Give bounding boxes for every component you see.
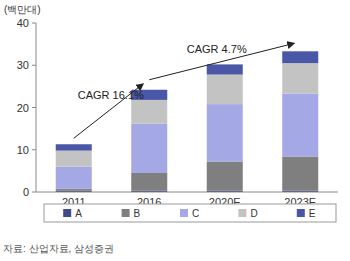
legend-swatch	[238, 209, 246, 217]
y-tick-label: 20	[17, 102, 29, 114]
bar-segment	[207, 104, 243, 161]
bar-segment	[131, 173, 167, 191]
bar-segment	[131, 100, 167, 124]
bar-segment	[56, 167, 92, 189]
bar-segment	[56, 144, 92, 150]
legend-label: B	[134, 208, 141, 219]
bar-segment	[282, 51, 318, 63]
bars	[56, 51, 319, 192]
y-tick-label: 0	[23, 186, 29, 198]
bar-segment	[282, 94, 318, 157]
y-tick	[32, 149, 36, 150]
x-axis	[36, 192, 338, 193]
bar-segment	[282, 157, 318, 191]
bar-segment	[207, 75, 243, 105]
bar-segment	[56, 151, 92, 167]
bar-segment	[282, 63, 318, 93]
legend-swatch	[63, 209, 71, 217]
bar-segment	[131, 124, 167, 173]
annotation-arrow	[149, 43, 294, 79]
y-tick-label: 40	[17, 17, 29, 29]
y-tick-label: 30	[17, 59, 29, 71]
y-axis-label: (백만대)	[4, 4, 41, 15]
bar-segment	[207, 64, 243, 74]
legend-label: C	[192, 208, 199, 219]
annotation: CAGR 4.7%	[187, 43, 247, 55]
y-tick	[32, 23, 36, 24]
legend-label: E	[309, 208, 316, 219]
legend-box	[44, 204, 336, 222]
annotation: CAGR 16.1%	[78, 89, 144, 101]
annotation-arrow	[74, 84, 144, 139]
y-tick	[32, 192, 36, 193]
legend-swatch	[122, 209, 130, 217]
y-tick-label: 10	[17, 144, 29, 156]
y-axis	[36, 23, 37, 192]
legend-label: D	[250, 208, 257, 219]
source: 자료: 산업자료, 삼성증권	[3, 243, 114, 254]
bar-segment	[207, 162, 243, 191]
chart: (백만대)010203040201120162020E2023ECAGR 16.…	[0, 0, 350, 261]
legend-swatch	[180, 209, 188, 217]
y-tick	[32, 65, 36, 66]
legend-label: A	[75, 208, 82, 219]
legend-swatch	[297, 209, 305, 217]
y-tick	[32, 107, 36, 108]
bar-segment	[56, 189, 92, 191]
